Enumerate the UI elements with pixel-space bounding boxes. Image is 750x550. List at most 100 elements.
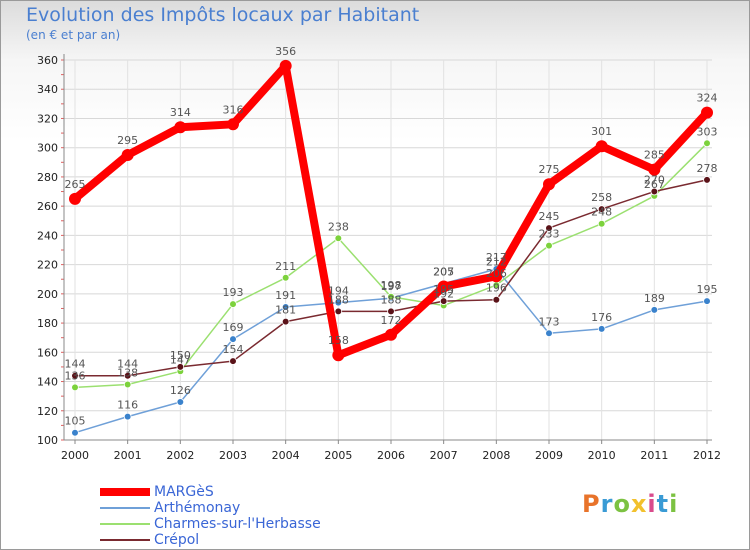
legend-label: Arthémonay [154,500,241,516]
series-point-2 [334,234,343,243]
data-label: 195 [433,283,454,296]
series-point-2 [281,273,290,282]
series-point-3 [439,297,448,305]
logo-letter: i [669,490,679,518]
series-point-2 [703,139,711,148]
data-label: 197 [381,280,402,293]
data-label: 207 [433,266,454,279]
legend-swatch [100,539,150,541]
series-point-1 [123,412,132,421]
data-label: 136 [65,369,86,382]
x-tick-label: 2006 [377,449,405,462]
y-tick-label: 180 [37,317,58,330]
y-tick-label: 160 [37,346,58,359]
series-point-0 [69,192,81,205]
grid-lines [64,59,712,441]
series-point-0 [385,328,397,341]
y-tick-label: 100 [37,434,58,447]
y-tick-label: 340 [37,83,58,96]
data-label: 267 [644,178,665,191]
series-point-1 [703,297,711,305]
x-tick-label: 2009 [535,449,563,462]
data-label: 116 [117,399,138,412]
data-label: 196 [486,282,507,295]
data-label: 301 [591,125,612,138]
data-label: 169 [223,321,244,334]
legend-label: Charmes-sur-l'Herbasse [154,516,321,532]
legend-label: Crépol [154,532,200,548]
series-point-3 [71,371,79,380]
chart-title: Evolution des Impôts locaux par Habitant [26,4,420,26]
proxiti-logo: Proxiti [582,490,678,518]
data-label: 191 [275,289,296,302]
data-label: 144 [117,358,138,371]
data-label: 188 [381,293,402,306]
data-label: 278 [697,162,718,175]
series-point-1 [334,298,343,307]
y-tick-label: 300 [37,142,58,155]
logo-letter: o [613,490,631,518]
logo-letter: i [647,490,657,518]
series-point-1 [176,398,185,406]
x-tick-label: 2005 [324,449,352,462]
data-label: 303 [697,125,718,138]
data-label: 188 [328,293,349,306]
data-label: 181 [275,304,296,317]
data-label: 194 [328,285,349,298]
data-label: 245 [539,210,560,223]
x-tick-label: 2003 [219,449,247,462]
data-label: 233 [539,228,560,241]
x-tick-label: 2010 [588,449,616,462]
data-label: 144 [65,358,86,371]
x-tick-label: 2007 [430,449,458,462]
data-label: 150 [170,349,191,362]
data-label: 356 [275,45,296,58]
data-label: 211 [275,260,296,273]
legend-swatch [100,488,150,496]
data-label: 198 [381,279,402,292]
logo-letter: r [600,490,614,518]
x-tick-label: 2011 [640,449,668,462]
data-label: 206 [486,267,507,280]
x-tick-label: 2002 [166,449,194,462]
data-label: 154 [223,343,244,356]
data-label: 138 [117,366,138,379]
data-label: 205 [433,266,454,279]
data-label: 217 [486,251,507,264]
series-layer [69,59,713,437]
data-label: 265 [65,178,86,191]
data-labels: 265 295 314 316 356 158 172 205 212 275 301 285 324 1… [65,45,718,428]
data-label: 105 [65,415,86,428]
series-point-0 [279,59,292,72]
data-label: 316 [223,103,244,116]
series-point-3 [492,295,501,304]
series-point-0 [543,178,555,191]
y-tick-label: 280 [37,171,58,184]
y-tick-label: 140 [37,376,58,389]
series-point-3 [703,176,711,184]
series-point-3 [597,205,606,213]
data-label: 295 [117,134,138,147]
data-label: 147 [170,353,191,366]
chart-subtitle: (en € et par an) [26,28,121,42]
data-label: 248 [591,206,612,219]
y-tick-label: 220 [37,259,58,272]
series-point-2 [229,300,237,308]
x-tick-label: 2001 [114,449,142,462]
y-tick-label: 200 [37,288,58,301]
series-point-2 [597,219,606,228]
series-point-0 [437,280,450,293]
data-label: 172 [381,314,402,327]
series-point-0 [227,118,239,131]
x-tick-label: 2012 [693,449,721,462]
legend-swatch [100,523,150,525]
series-point-0 [174,121,187,134]
data-label: 158 [328,334,349,347]
y-tick-label: 320 [37,112,58,125]
legend-label: MARGèS [154,484,214,500]
data-label: 314 [170,106,191,119]
series-point-1 [545,329,553,338]
series-point-1 [281,303,290,311]
series-point-2 [387,292,395,301]
